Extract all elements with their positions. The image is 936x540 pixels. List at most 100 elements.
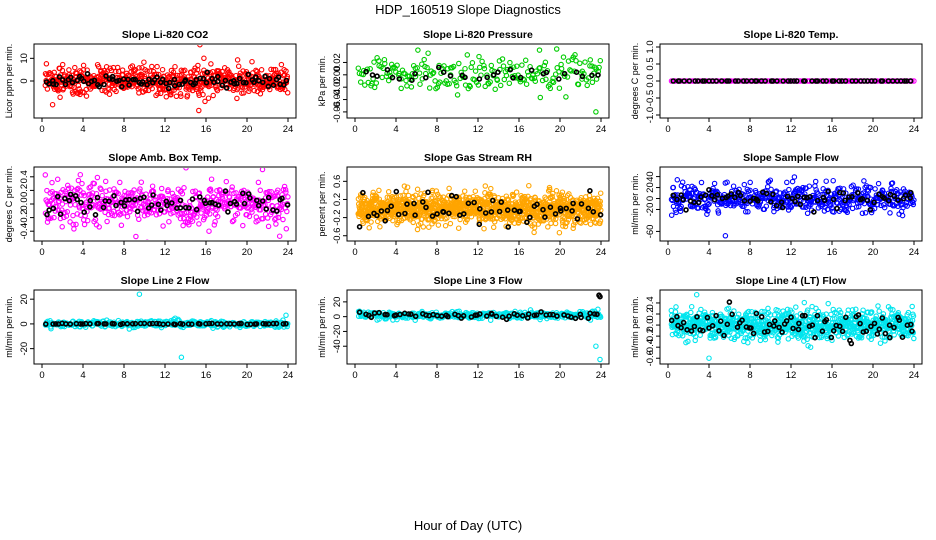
mean-point bbox=[215, 78, 221, 85]
data-point bbox=[800, 184, 806, 191]
data-point bbox=[412, 73, 419, 80]
mean-point bbox=[397, 311, 403, 318]
data-point bbox=[480, 215, 486, 222]
mean-point bbox=[587, 188, 593, 194]
mean-point bbox=[484, 74, 491, 81]
data-point bbox=[472, 68, 479, 74]
data-point bbox=[355, 65, 362, 71]
data-point bbox=[594, 195, 601, 202]
data-point bbox=[487, 79, 493, 85]
mean-point bbox=[52, 321, 59, 327]
x-tick-label: 20 bbox=[868, 124, 879, 135]
data-point bbox=[443, 78, 449, 84]
data-point bbox=[677, 208, 684, 214]
mean-point bbox=[87, 320, 93, 327]
data-point bbox=[575, 81, 582, 88]
data-point bbox=[584, 82, 590, 89]
data-point bbox=[401, 183, 408, 189]
mean-point bbox=[253, 321, 260, 327]
mean-point bbox=[864, 78, 871, 84]
mean-point bbox=[876, 191, 882, 197]
data-point bbox=[190, 188, 196, 195]
mean-point bbox=[50, 321, 56, 327]
x-tick-label: 0 bbox=[352, 124, 357, 135]
y-tick-label: 0.5 bbox=[645, 57, 656, 70]
data-point bbox=[450, 63, 457, 70]
data-point bbox=[186, 222, 192, 228]
data-point bbox=[141, 212, 148, 219]
y-tick-label: -0.5 bbox=[645, 90, 656, 106]
mean-point bbox=[768, 199, 774, 205]
point-layer bbox=[355, 46, 604, 115]
data-point bbox=[371, 59, 377, 65]
y-axis-label: degrees C per min. bbox=[630, 43, 640, 120]
mean-point bbox=[253, 74, 259, 80]
data-point bbox=[149, 63, 155, 70]
mean-point bbox=[408, 311, 414, 318]
mean-point bbox=[825, 188, 831, 195]
data-point bbox=[181, 185, 187, 191]
data-point bbox=[482, 183, 489, 189]
data-point bbox=[430, 69, 437, 76]
data-point bbox=[133, 233, 139, 240]
mean-point bbox=[574, 216, 581, 222]
mean-point bbox=[597, 212, 604, 218]
data-point bbox=[231, 190, 237, 197]
data-point bbox=[157, 90, 164, 97]
y-tick-label: -60 bbox=[645, 225, 656, 239]
data-point bbox=[444, 215, 450, 221]
data-point bbox=[500, 63, 507, 69]
mean-point bbox=[692, 78, 699, 84]
mean-point bbox=[368, 314, 375, 321]
data-point bbox=[804, 210, 811, 217]
data-point bbox=[99, 192, 105, 199]
data-point bbox=[589, 63, 595, 69]
data-point bbox=[285, 194, 291, 200]
mean-point bbox=[483, 313, 490, 319]
x-tick-label: 16 bbox=[514, 370, 525, 381]
mean-point bbox=[281, 82, 287, 88]
data-point bbox=[577, 60, 583, 67]
mean-point bbox=[683, 207, 689, 213]
mean-point bbox=[779, 204, 786, 211]
data-point bbox=[573, 58, 579, 64]
data-point bbox=[704, 211, 710, 217]
x-tick-label: 12 bbox=[160, 247, 171, 258]
data-point bbox=[177, 91, 184, 97]
mean-point bbox=[879, 78, 886, 84]
data-point bbox=[398, 85, 404, 92]
data-point bbox=[95, 63, 102, 70]
data-point bbox=[553, 188, 560, 194]
mean-point bbox=[139, 79, 146, 85]
mean-point bbox=[695, 78, 701, 84]
mean-point bbox=[179, 81, 185, 87]
mean-point bbox=[78, 199, 84, 206]
data-point bbox=[194, 214, 200, 220]
data-point bbox=[789, 198, 795, 205]
y-tick-label: -1.0 bbox=[645, 107, 656, 123]
data-point bbox=[237, 73, 243, 80]
mean-point bbox=[773, 202, 780, 209]
data-point bbox=[741, 181, 748, 188]
panel-title: Slope Li-820 CO2 bbox=[122, 29, 209, 41]
data-point bbox=[468, 64, 474, 71]
mean-point bbox=[59, 77, 66, 83]
data-point bbox=[488, 185, 494, 192]
data-point bbox=[140, 208, 146, 214]
mean-point bbox=[132, 76, 138, 83]
data-point bbox=[705, 208, 711, 214]
data-point bbox=[563, 94, 569, 100]
data-point bbox=[117, 179, 123, 186]
panel-title: Slope Line 4 (LT) Flow bbox=[736, 275, 847, 287]
panel-title: Slope Sample Flow bbox=[743, 152, 840, 164]
x-tick-label: 16 bbox=[514, 247, 525, 258]
data-point bbox=[481, 225, 487, 232]
data-point bbox=[84, 204, 91, 211]
data-point bbox=[494, 77, 501, 83]
mean-point bbox=[476, 221, 483, 228]
mean-point bbox=[74, 77, 80, 84]
mean-point bbox=[223, 85, 230, 91]
data-point bbox=[268, 188, 274, 195]
mean-point bbox=[489, 311, 495, 317]
data-point bbox=[283, 68, 289, 74]
